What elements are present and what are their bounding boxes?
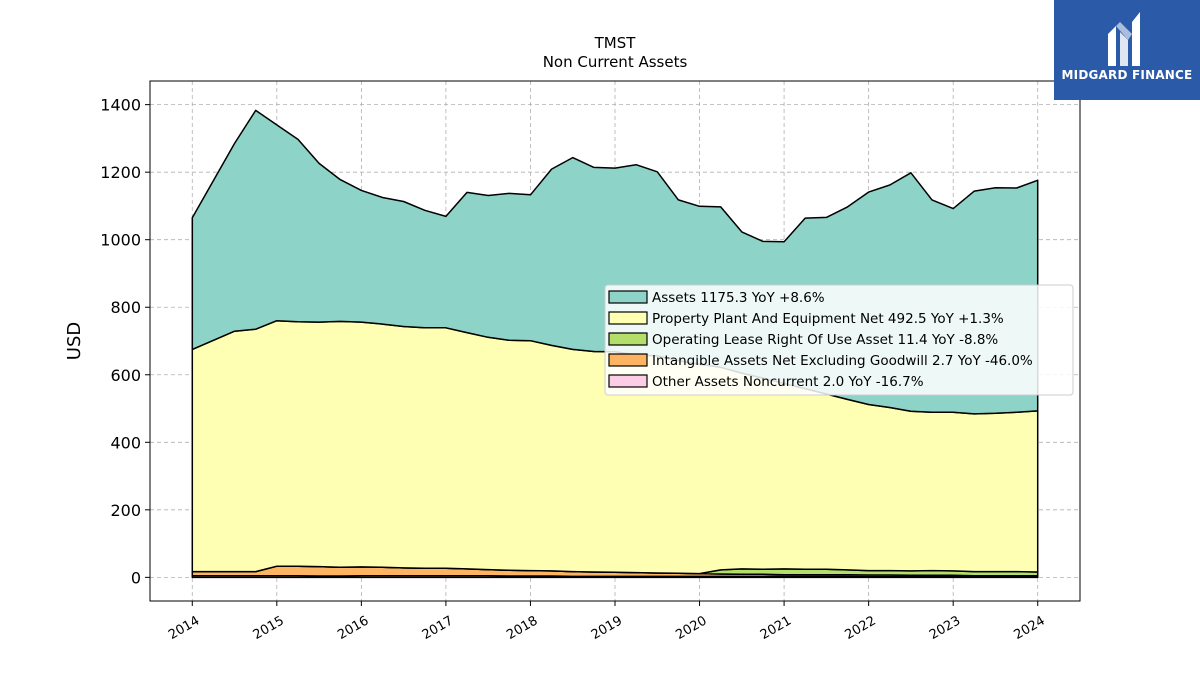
- legend-swatch: [608, 332, 648, 346]
- x-tick-label: 2014: [166, 613, 202, 643]
- midgard-logo-icon: [1108, 12, 1140, 66]
- y-axis: 0 200 400 600 800 1000 1200 1400: [100, 96, 150, 587]
- x-tick-label: 2024: [1012, 613, 1048, 643]
- y-tick-label: 1400: [100, 96, 141, 115]
- y-tick-label: 1200: [100, 163, 141, 182]
- y-tick-label: 200: [110, 501, 141, 520]
- x-tick-label: 2016: [335, 613, 371, 643]
- logo-text: MIDGARD FINANCE: [1061, 68, 1193, 82]
- y-tick-label: 600: [110, 366, 141, 385]
- legend-label: Property Plant And Equipment Net 492.5 Y…: [652, 311, 1004, 327]
- legend-label: Other Assets Noncurrent 2.0 YoY -16.7%: [652, 374, 924, 390]
- y-tick-label: 1000: [100, 231, 141, 250]
- x-tick-label: 2017: [420, 613, 456, 643]
- legend-label: Operating Lease Right Of Use Asset 11.4 …: [652, 332, 998, 348]
- chart-subtitle: Non Current Assets: [543, 53, 688, 71]
- y-tick-label: 800: [110, 298, 141, 317]
- x-tick-label: 2021: [758, 613, 794, 643]
- legend-swatch: [608, 353, 648, 367]
- x-tick-label: 2023: [927, 613, 963, 643]
- legend-swatch: [608, 290, 648, 304]
- legend: Assets 1175.3 YoY +8.6% Property Plant An…: [604, 284, 1074, 396]
- legend-swatch: [608, 374, 648, 388]
- x-axis: 2014 2015 2016 2017 2018 2019 2020 2021 2022 2023…: [166, 601, 1048, 643]
- legend-box: [604, 284, 1074, 396]
- legend-swatch: [608, 311, 648, 325]
- y-tick-label: 400: [110, 433, 141, 452]
- x-tick-label: 2019: [589, 613, 625, 643]
- y-axis-label: USD: [64, 322, 85, 360]
- x-tick-label: 2020: [673, 613, 709, 643]
- x-tick-label: 2022: [842, 613, 878, 643]
- x-tick-label: 2018: [504, 613, 540, 643]
- chart-title: TMST: [594, 34, 637, 52]
- brand-logo: MIDGARD FINANCE: [1054, 0, 1200, 100]
- x-tick-label: 2015: [251, 613, 287, 643]
- legend-label: Intangible Assets Net Excluding Goodwill…: [652, 353, 1033, 369]
- y-tick-label: 0: [131, 568, 141, 587]
- legend-label: Assets 1175.3 YoY +8.6%: [652, 290, 825, 306]
